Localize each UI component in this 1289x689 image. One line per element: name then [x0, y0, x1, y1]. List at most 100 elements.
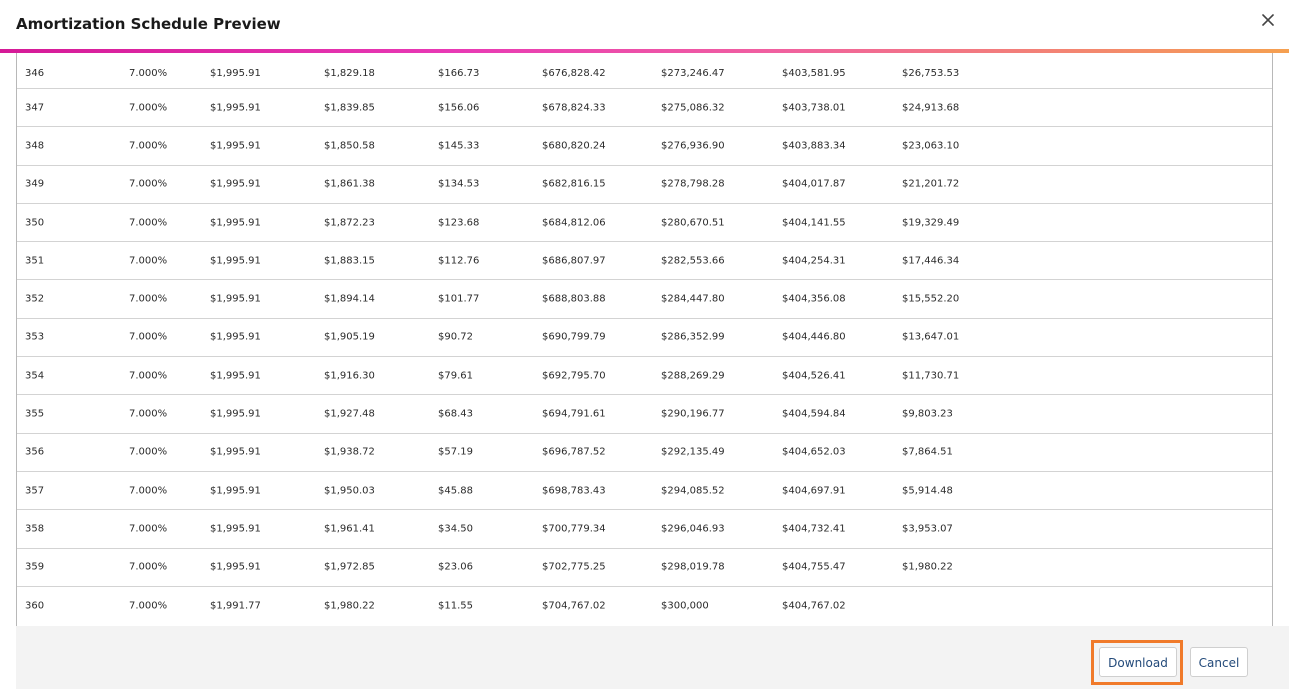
table-cell: 349: [25, 178, 45, 190]
table-cell: $1,980.22: [324, 600, 375, 612]
table-cell: 348: [25, 140, 45, 152]
table-cell: $686,807.97: [542, 255, 606, 267]
table-cell: $694,791.61: [542, 408, 606, 420]
table-cell: $57.19: [438, 446, 473, 458]
table-cell: 7.000%: [129, 446, 168, 458]
table-cell: $15,552.20: [902, 293, 960, 305]
table-cell: $288,269.29: [661, 370, 725, 382]
table-cell: $280,670.51: [661, 217, 725, 229]
table-cell: $21,201.72: [902, 178, 960, 190]
table-cell: $278,798.28: [661, 178, 725, 190]
table-cell: $404,017.87: [782, 178, 846, 190]
table-cell: $273,246.47: [661, 68, 725, 79]
schedule-table[interactable]: 346 7.000% $1,995.91 $1,829.18 $166.73 $676,8…: [16, 53, 1273, 626]
table-cell: 7.000%: [129, 485, 168, 497]
table-cell: 346: [25, 68, 45, 79]
table-cell: $1,961.41: [324, 523, 375, 535]
table-cell: $1,972.85: [324, 561, 375, 573]
dialog-title: Amortization Schedule Preview: [16, 15, 281, 33]
table-cell: $1,995.91: [210, 370, 261, 382]
table-cell: $24,913.68: [902, 102, 960, 114]
table-cell: $1,995.91: [210, 408, 261, 420]
table-cell: $112.76: [438, 255, 480, 267]
table-cell: 7.000%: [129, 561, 168, 573]
table-cell: $696,787.52: [542, 446, 606, 458]
table-cell: 358: [25, 523, 45, 535]
table-cell: $1,839.85: [324, 102, 375, 114]
table-cell: $704,767.02: [542, 600, 606, 612]
table-cell: 7.000%: [129, 293, 168, 305]
download-highlight: [1091, 640, 1183, 685]
table-row: 352 7.000% $1,995.91 $1,894.14 $101.77 $688,8…: [17, 280, 1272, 319]
table-cell: $5,914.48: [902, 485, 953, 497]
table-cell: $404,755.47: [782, 561, 846, 573]
table-cell: $17,446.34: [902, 255, 960, 267]
table-cell: 347: [25, 102, 45, 114]
table-cell: $23,063.10: [902, 140, 960, 152]
table-row: 348 7.000% $1,995.91 $1,850.58 $145.33 $680,8…: [17, 127, 1272, 166]
table-cell: 7.000%: [129, 523, 168, 535]
table-cell: $23.06: [438, 561, 473, 573]
table-cell: $1,916.30: [324, 370, 375, 382]
table-cell: $1,995.91: [210, 140, 261, 152]
table-cell: $13,647.01: [902, 331, 960, 343]
table-cell: 353: [25, 331, 45, 343]
table-cell: $68.43: [438, 408, 473, 420]
table-row: 358 7.000% $1,995.91 $1,961.41 $34.50 $700,77…: [17, 510, 1272, 549]
table-cell: $404,356.08: [782, 293, 846, 305]
table-cell: $1,950.03: [324, 485, 375, 497]
table-cell: $292,135.49: [661, 446, 725, 458]
table-cell: 7.000%: [129, 600, 168, 612]
table-cell: 7.000%: [129, 408, 168, 420]
table-row: 355 7.000% $1,995.91 $1,927.48 $68.43 $694,79…: [17, 395, 1272, 434]
header-accent-bar: [0, 49, 1289, 53]
table-cell: $166.73: [438, 68, 480, 79]
table-cell: $680,820.24: [542, 140, 606, 152]
table-cell: $1,995.91: [210, 523, 261, 535]
table-cell: $11.55: [438, 600, 473, 612]
table-cell: 7.000%: [129, 68, 168, 79]
table-cell: $7,864.51: [902, 446, 953, 458]
table-row: 354 7.000% $1,995.91 $1,916.30 $79.61 $692,79…: [17, 357, 1272, 396]
close-icon[interactable]: [1259, 11, 1277, 29]
table-cell: $403,883.34: [782, 140, 846, 152]
download-button[interactable]: Download: [1099, 647, 1177, 677]
table-cell: $1,980.22: [902, 561, 953, 573]
table-cell: $404,767.02: [782, 600, 846, 612]
table-cell: $688,803.88: [542, 293, 606, 305]
table-cell: $1,829.18: [324, 68, 375, 79]
table-cell: 7.000%: [129, 217, 168, 229]
table-cell: $286,352.99: [661, 331, 725, 343]
table-cell: $1,995.91: [210, 255, 261, 267]
table-cell: 351: [25, 255, 45, 267]
table-cell: $404,526.41: [782, 370, 846, 382]
table-cell: $1,995.91: [210, 178, 261, 190]
table-cell: $1,995.91: [210, 446, 261, 458]
table-cell: 359: [25, 561, 45, 573]
table-cell: $1,995.91: [210, 217, 261, 229]
table-cell: $1,995.91: [210, 68, 261, 79]
table-cell: $296,046.93: [661, 523, 725, 535]
cancel-button[interactable]: Cancel: [1190, 647, 1248, 677]
dialog-footer: Download Cancel: [16, 626, 1289, 689]
table-cell: $26,753.53: [902, 68, 960, 79]
table-cell: $90.72: [438, 331, 473, 343]
table-cell: $682,816.15: [542, 178, 606, 190]
table-cell: 7.000%: [129, 178, 168, 190]
table-cell: 7.000%: [129, 102, 168, 114]
table-cell: $404,652.03: [782, 446, 846, 458]
table-cell: $404,446.80: [782, 331, 846, 343]
table-row: 346 7.000% $1,995.91 $1,829.18 $166.73 $676,8…: [17, 53, 1272, 89]
table-cell: $1,883.15: [324, 255, 375, 267]
table-row: 350 7.000% $1,995.91 $1,872.23 $123.68 $684,8…: [17, 204, 1272, 243]
table-cell: $404,697.91: [782, 485, 846, 497]
table-cell: $404,732.41: [782, 523, 846, 535]
table-cell: $145.33: [438, 140, 480, 152]
table-cell: 352: [25, 293, 45, 305]
table-cell: $1,872.23: [324, 217, 375, 229]
table-cell: 356: [25, 446, 45, 458]
table-cell: 355: [25, 408, 45, 420]
table-cell: $1,938.72: [324, 446, 375, 458]
table-cell: $403,738.01: [782, 102, 846, 114]
